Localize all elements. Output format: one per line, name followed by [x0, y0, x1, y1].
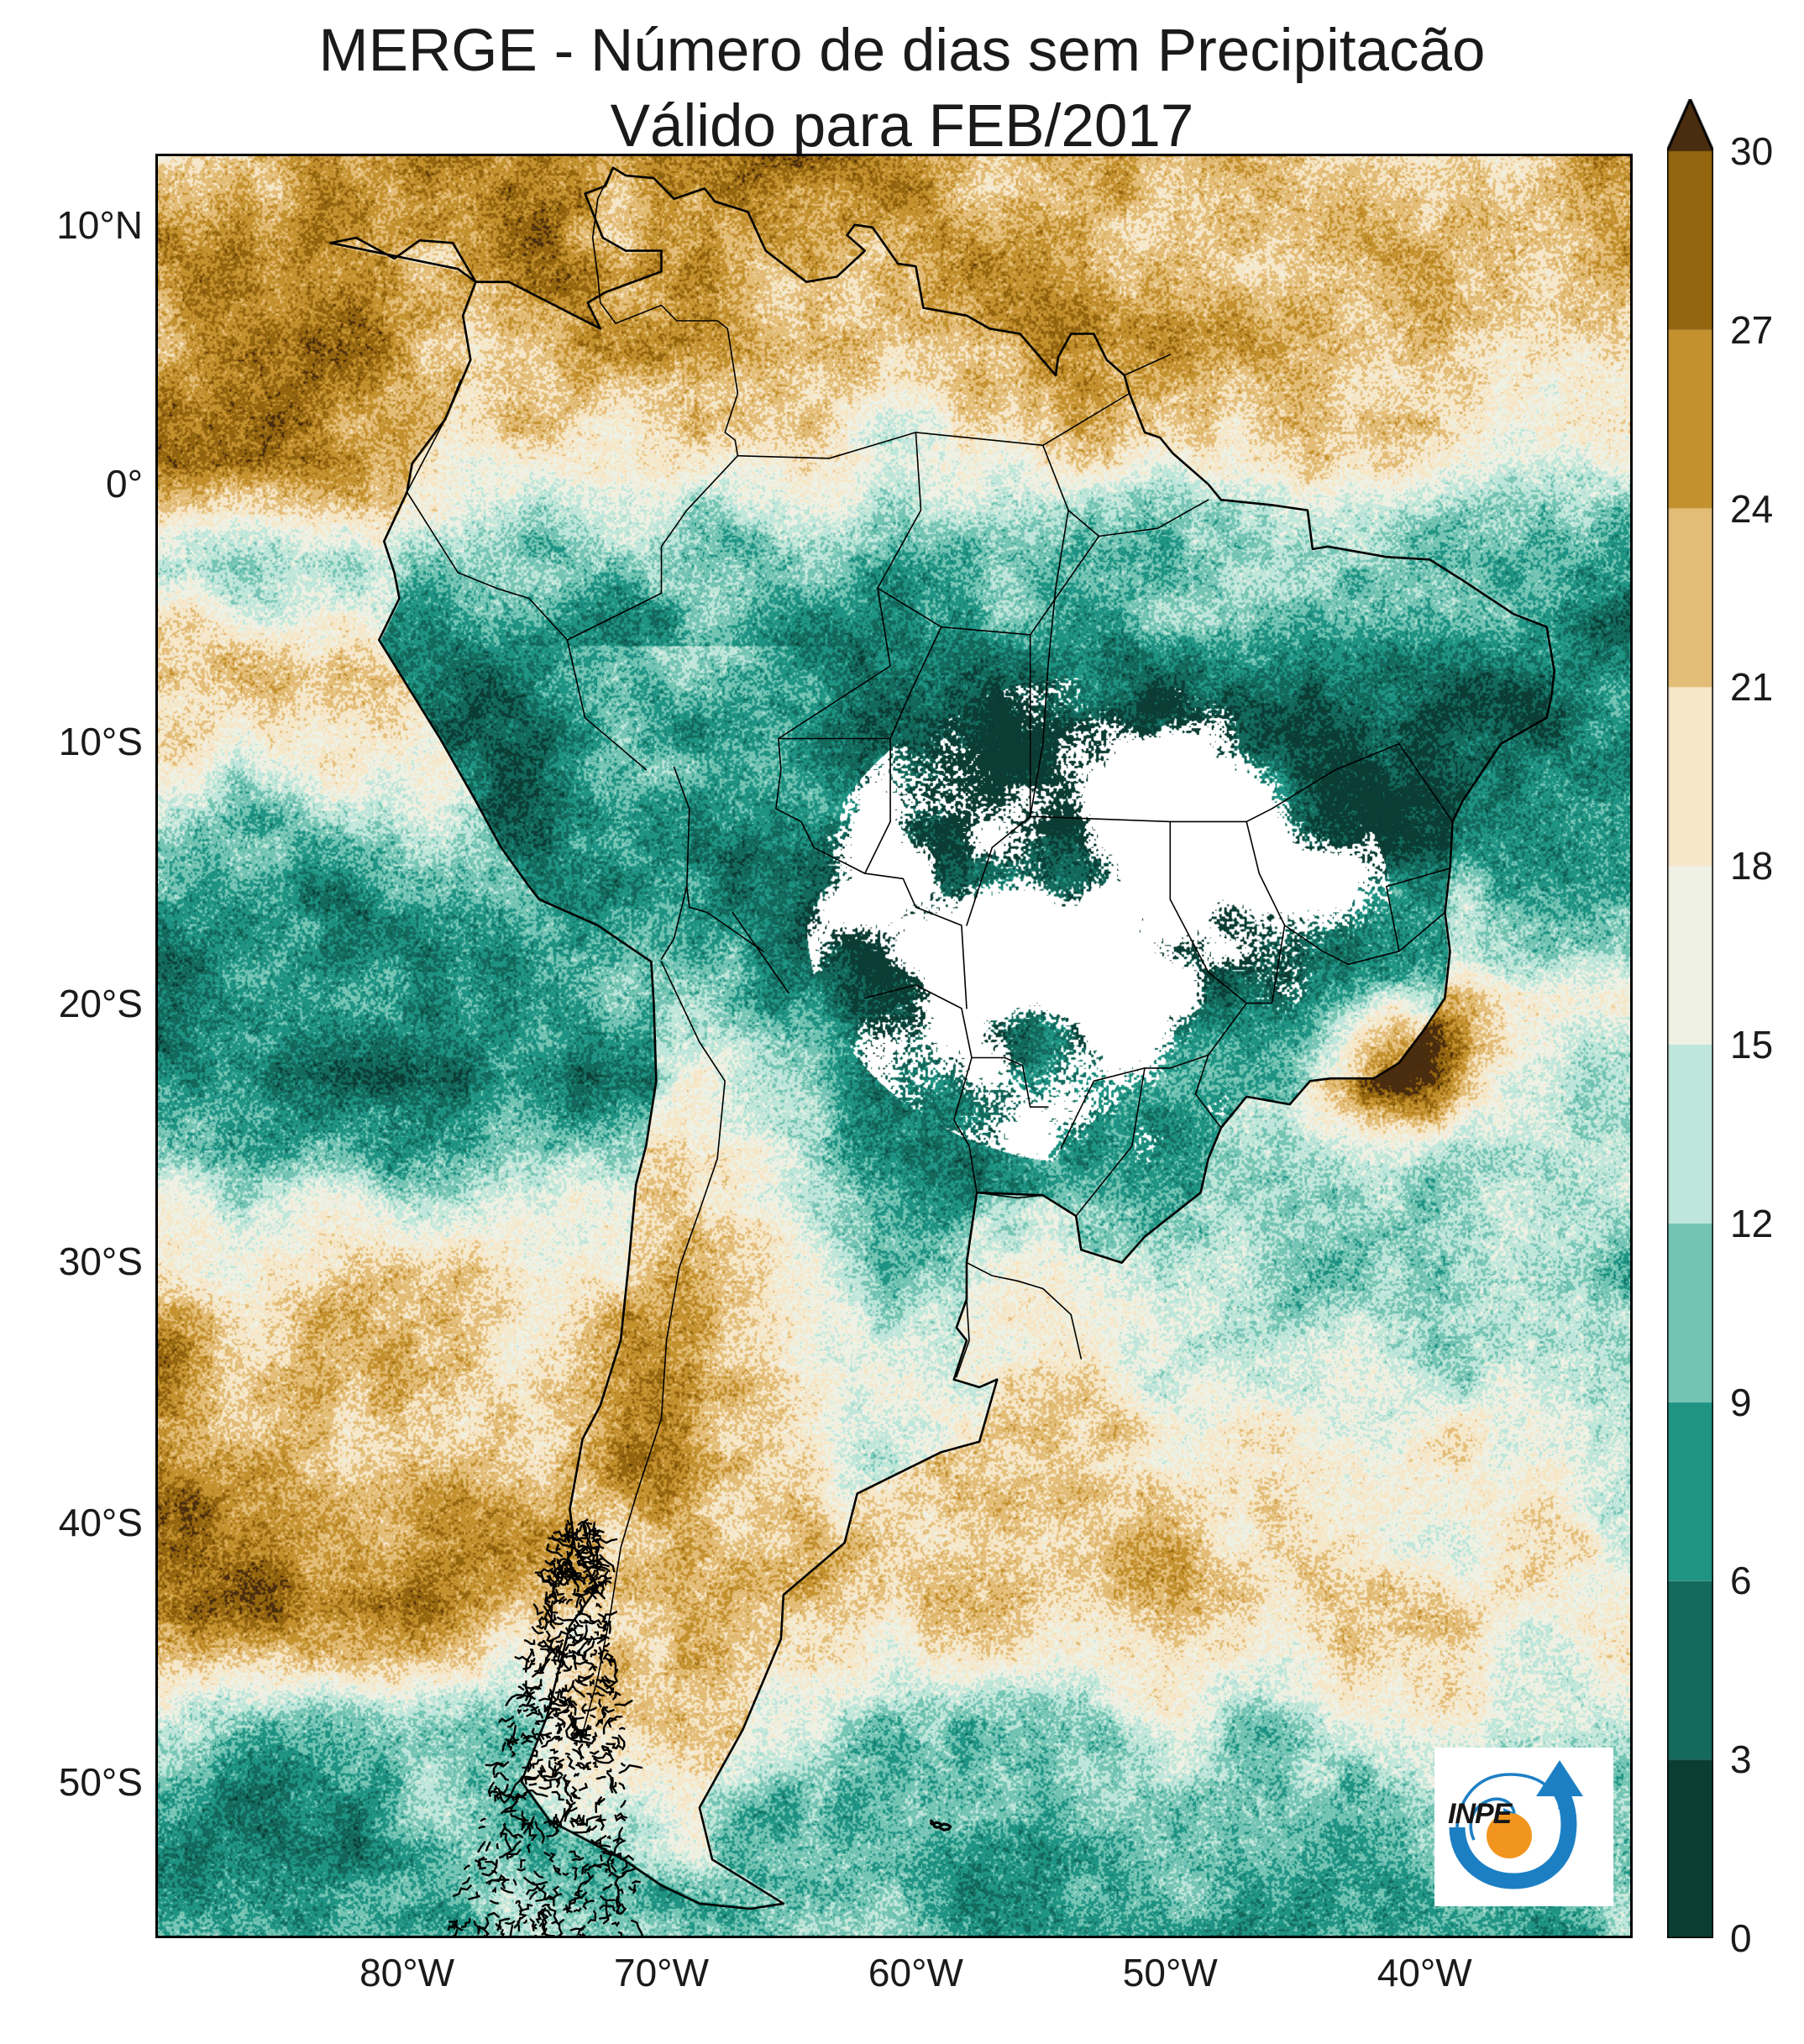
svg-text:INPE: INPE [1448, 1798, 1513, 1830]
